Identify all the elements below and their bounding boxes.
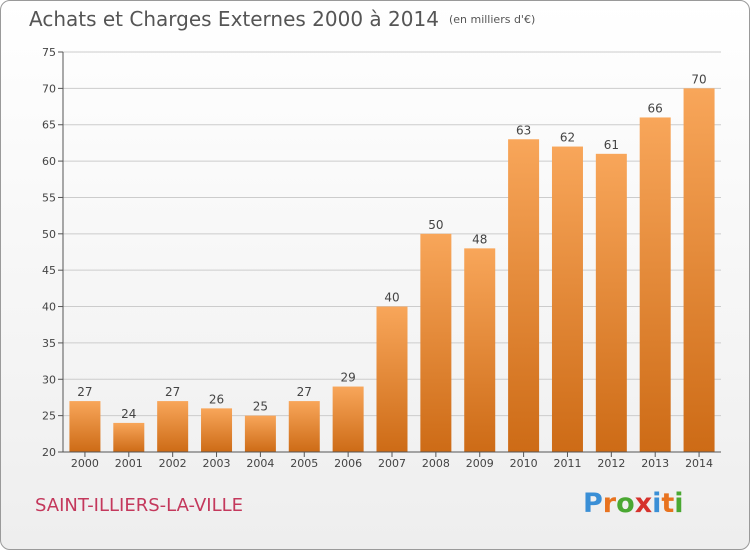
y-tick-label: 20 [42, 446, 56, 459]
bar [157, 401, 189, 452]
bar-value-label: 62 [560, 131, 575, 145]
x-tick-label: 2005 [290, 457, 318, 470]
logo-letter: r [602, 488, 617, 519]
bar-value-label: 27 [77, 385, 92, 399]
x-tick-label: 2007 [378, 457, 406, 470]
x-tick-label: 2001 [115, 457, 143, 470]
y-tick-label: 30 [42, 373, 56, 386]
bar [113, 422, 145, 452]
x-tick-label: 2000 [71, 457, 99, 470]
bar [288, 401, 320, 452]
chart-title: Achats et Charges Externes 2000 à 2014 (e… [29, 7, 535, 31]
unit-label: (en milliers d'€) [448, 13, 536, 26]
bar [201, 408, 233, 452]
bar [69, 401, 101, 452]
bar-value-label: 50 [428, 218, 443, 232]
y-tick-label: 65 [42, 119, 56, 132]
bar-value-label: 61 [604, 138, 619, 152]
logo-letter: o [616, 488, 635, 519]
bar [683, 88, 715, 452]
x-tick-label: 2002 [159, 457, 187, 470]
bar [332, 386, 364, 452]
bar-value-label: 29 [340, 371, 355, 385]
bar [244, 415, 276, 452]
bar-value-label: 27 [297, 385, 312, 399]
logo-letter: P [583, 488, 603, 519]
x-tick-label: 2006 [334, 457, 362, 470]
bars: 27 24 27 26 25 27 29 40 50 48 63 62 61 66 70 [69, 72, 715, 453]
bar-value-label: 70 [691, 72, 706, 86]
y-tick-label: 50 [42, 228, 56, 241]
bar-value-label: 66 [648, 101, 663, 115]
bar [508, 139, 540, 453]
bar-value-label: 63 [516, 123, 531, 137]
bar [551, 146, 583, 452]
x-tick-label: 2004 [246, 457, 274, 470]
x-tick-label: 2013 [641, 457, 669, 470]
y-tick-label: 35 [42, 337, 56, 350]
x-tick-label: 2012 [597, 457, 625, 470]
bar [420, 233, 452, 452]
bar-value-label: 24 [121, 407, 136, 421]
logo-letter: i [652, 488, 662, 519]
logo-letter: t [661, 488, 675, 519]
x-tick-label: 2011 [553, 457, 581, 470]
logo-letter: x [634, 488, 653, 519]
y-tick-label: 75 [42, 46, 56, 59]
logo-letter: i [674, 488, 684, 519]
x-tick-label: 2008 [422, 457, 450, 470]
axes: 20 25 30 35 40 45 50 55 60 65 70 75 2000 2001 2002 2003… [42, 46, 721, 470]
y-tick-label: 25 [42, 410, 56, 423]
bar-value-label: 27 [165, 385, 180, 399]
x-tick-label: 2009 [466, 457, 494, 470]
y-tick-label: 55 [42, 191, 56, 204]
chart-title-text: Achats et Charges Externes 2000 à 2014 [29, 7, 439, 31]
bar [376, 306, 408, 452]
bar [464, 248, 496, 452]
bar-value-label: 40 [384, 291, 399, 305]
y-tick-label: 60 [42, 155, 56, 168]
y-tick-label: 40 [42, 301, 56, 314]
city-name: SAINT-ILLIERS-LA-VILLE [35, 495, 244, 516]
bar [639, 117, 671, 453]
bar-value-label: 26 [209, 392, 224, 406]
bar [595, 153, 627, 452]
x-tick-label: 2003 [203, 457, 231, 470]
x-tick-label: 2014 [685, 457, 713, 470]
bar-value-label: 25 [253, 400, 268, 414]
x-tick-label: 2010 [510, 457, 538, 470]
proxiti-logo: Proxiti [583, 488, 684, 519]
bar-value-label: 48 [472, 232, 487, 246]
y-tick-label: 70 [42, 82, 56, 95]
y-tick-label: 45 [42, 264, 56, 277]
